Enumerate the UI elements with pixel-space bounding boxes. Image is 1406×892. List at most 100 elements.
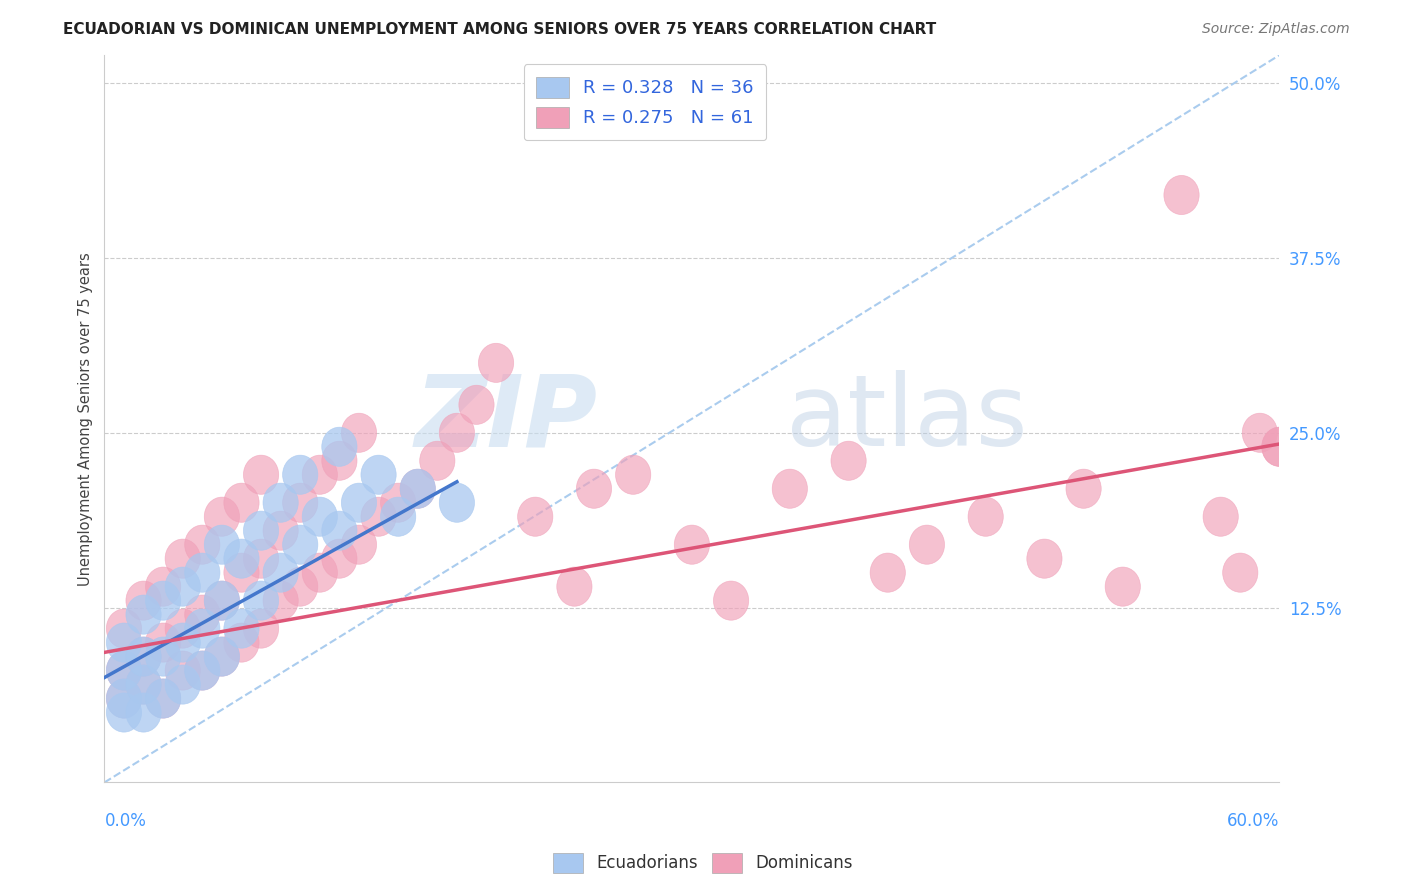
Ellipse shape	[145, 679, 181, 718]
Ellipse shape	[224, 609, 259, 648]
Ellipse shape	[342, 413, 377, 452]
Ellipse shape	[145, 581, 181, 620]
Legend: Ecuadorians, Dominicans: Ecuadorians, Dominicans	[547, 847, 859, 880]
Ellipse shape	[322, 442, 357, 481]
Ellipse shape	[204, 637, 239, 676]
Ellipse shape	[458, 385, 494, 425]
Ellipse shape	[145, 679, 181, 718]
Ellipse shape	[1105, 567, 1140, 607]
Ellipse shape	[381, 483, 416, 523]
Ellipse shape	[381, 497, 416, 536]
Ellipse shape	[107, 609, 142, 648]
Ellipse shape	[342, 483, 377, 523]
Ellipse shape	[616, 455, 651, 494]
Ellipse shape	[969, 497, 1004, 536]
Ellipse shape	[713, 581, 749, 620]
Ellipse shape	[184, 651, 219, 690]
Ellipse shape	[361, 497, 396, 536]
Ellipse shape	[243, 609, 278, 648]
Ellipse shape	[145, 567, 181, 607]
Ellipse shape	[870, 553, 905, 592]
Ellipse shape	[1261, 427, 1298, 467]
Ellipse shape	[184, 525, 219, 565]
Ellipse shape	[302, 455, 337, 494]
Ellipse shape	[772, 469, 807, 508]
Text: Source: ZipAtlas.com: Source: ZipAtlas.com	[1202, 22, 1350, 37]
Ellipse shape	[401, 469, 436, 508]
Ellipse shape	[302, 553, 337, 592]
Ellipse shape	[517, 497, 553, 536]
Text: 0.0%: 0.0%	[104, 812, 146, 830]
Ellipse shape	[342, 525, 377, 565]
Ellipse shape	[263, 483, 298, 523]
Legend: R = 0.328   N = 36, R = 0.275   N = 61: R = 0.328 N = 36, R = 0.275 N = 61	[523, 64, 766, 140]
Ellipse shape	[1261, 427, 1298, 467]
Ellipse shape	[107, 679, 142, 718]
Ellipse shape	[204, 581, 239, 620]
Ellipse shape	[419, 442, 456, 481]
Ellipse shape	[1066, 469, 1101, 508]
Ellipse shape	[107, 651, 142, 690]
Ellipse shape	[322, 539, 357, 578]
Ellipse shape	[127, 665, 162, 704]
Ellipse shape	[107, 623, 142, 662]
Ellipse shape	[184, 651, 219, 690]
Ellipse shape	[283, 483, 318, 523]
Ellipse shape	[1204, 497, 1239, 536]
Ellipse shape	[224, 539, 259, 578]
Ellipse shape	[576, 469, 612, 508]
Ellipse shape	[165, 623, 200, 662]
Ellipse shape	[107, 679, 142, 718]
Ellipse shape	[1164, 176, 1199, 215]
Ellipse shape	[263, 553, 298, 592]
Ellipse shape	[439, 413, 475, 452]
Ellipse shape	[322, 427, 357, 467]
Ellipse shape	[831, 442, 866, 481]
Ellipse shape	[165, 539, 200, 578]
Ellipse shape	[675, 525, 710, 565]
Ellipse shape	[127, 665, 162, 704]
Ellipse shape	[322, 511, 357, 550]
Text: 60.0%: 60.0%	[1227, 812, 1279, 830]
Text: atlas: atlas	[786, 370, 1028, 467]
Ellipse shape	[1026, 539, 1062, 578]
Ellipse shape	[224, 483, 259, 523]
Ellipse shape	[184, 609, 219, 648]
Ellipse shape	[127, 595, 162, 634]
Ellipse shape	[127, 637, 162, 676]
Text: ZIP: ZIP	[415, 370, 598, 467]
Ellipse shape	[184, 553, 219, 592]
Ellipse shape	[165, 609, 200, 648]
Ellipse shape	[361, 455, 396, 494]
Ellipse shape	[283, 455, 318, 494]
Ellipse shape	[263, 581, 298, 620]
Ellipse shape	[302, 497, 337, 536]
Y-axis label: Unemployment Among Seniors over 75 years: Unemployment Among Seniors over 75 years	[79, 252, 93, 586]
Ellipse shape	[439, 483, 475, 523]
Ellipse shape	[243, 455, 278, 494]
Ellipse shape	[243, 511, 278, 550]
Ellipse shape	[243, 539, 278, 578]
Ellipse shape	[283, 525, 318, 565]
Ellipse shape	[204, 525, 239, 565]
Ellipse shape	[165, 567, 200, 607]
Ellipse shape	[165, 665, 200, 704]
Ellipse shape	[263, 511, 298, 550]
Ellipse shape	[224, 553, 259, 592]
Ellipse shape	[127, 637, 162, 676]
Ellipse shape	[1243, 413, 1278, 452]
Ellipse shape	[145, 637, 181, 676]
Ellipse shape	[204, 637, 239, 676]
Ellipse shape	[127, 581, 162, 620]
Text: ECUADORIAN VS DOMINICAN UNEMPLOYMENT AMONG SENIORS OVER 75 YEARS CORRELATION CHA: ECUADORIAN VS DOMINICAN UNEMPLOYMENT AMO…	[63, 22, 936, 37]
Ellipse shape	[127, 693, 162, 732]
Ellipse shape	[107, 693, 142, 732]
Ellipse shape	[1223, 553, 1258, 592]
Ellipse shape	[204, 581, 239, 620]
Ellipse shape	[184, 595, 219, 634]
Ellipse shape	[224, 623, 259, 662]
Ellipse shape	[145, 623, 181, 662]
Ellipse shape	[243, 581, 278, 620]
Ellipse shape	[107, 651, 142, 690]
Ellipse shape	[165, 651, 200, 690]
